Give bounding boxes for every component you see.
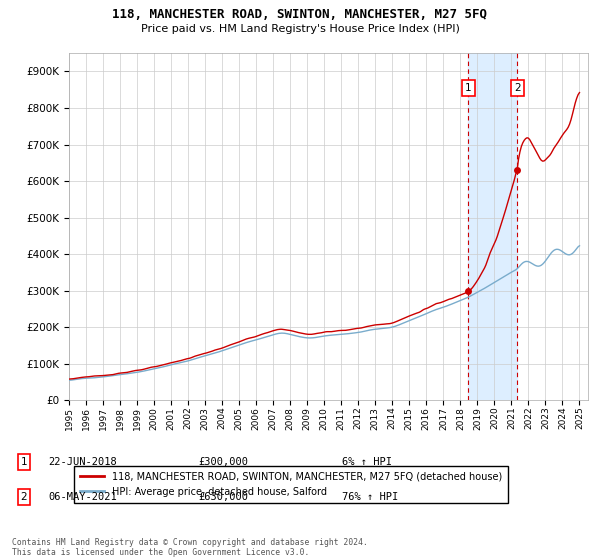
Legend: 118, MANCHESTER ROAD, SWINTON, MANCHESTER, M27 5FQ (detached house), HPI: Averag: 118, MANCHESTER ROAD, SWINTON, MANCHESTE… — [74, 466, 508, 502]
Text: £300,000: £300,000 — [198, 457, 248, 467]
Text: 06-MAY-2021: 06-MAY-2021 — [48, 492, 117, 502]
Text: £630,000: £630,000 — [198, 492, 248, 502]
Text: Price paid vs. HM Land Registry's House Price Index (HPI): Price paid vs. HM Land Registry's House … — [140, 24, 460, 34]
Text: 2: 2 — [20, 492, 28, 502]
Text: 6% ↑ HPI: 6% ↑ HPI — [342, 457, 392, 467]
Text: Contains HM Land Registry data © Crown copyright and database right 2024.
This d: Contains HM Land Registry data © Crown c… — [12, 538, 368, 557]
Text: 1: 1 — [20, 457, 28, 467]
Bar — [469, 53, 517, 400]
Text: 22-JUN-2018: 22-JUN-2018 — [48, 457, 117, 467]
Text: 2: 2 — [514, 83, 521, 93]
Text: 1: 1 — [465, 83, 472, 93]
Text: 76% ↑ HPI: 76% ↑ HPI — [342, 492, 398, 502]
Text: 118, MANCHESTER ROAD, SWINTON, MANCHESTER, M27 5FQ: 118, MANCHESTER ROAD, SWINTON, MANCHESTE… — [113, 8, 487, 21]
